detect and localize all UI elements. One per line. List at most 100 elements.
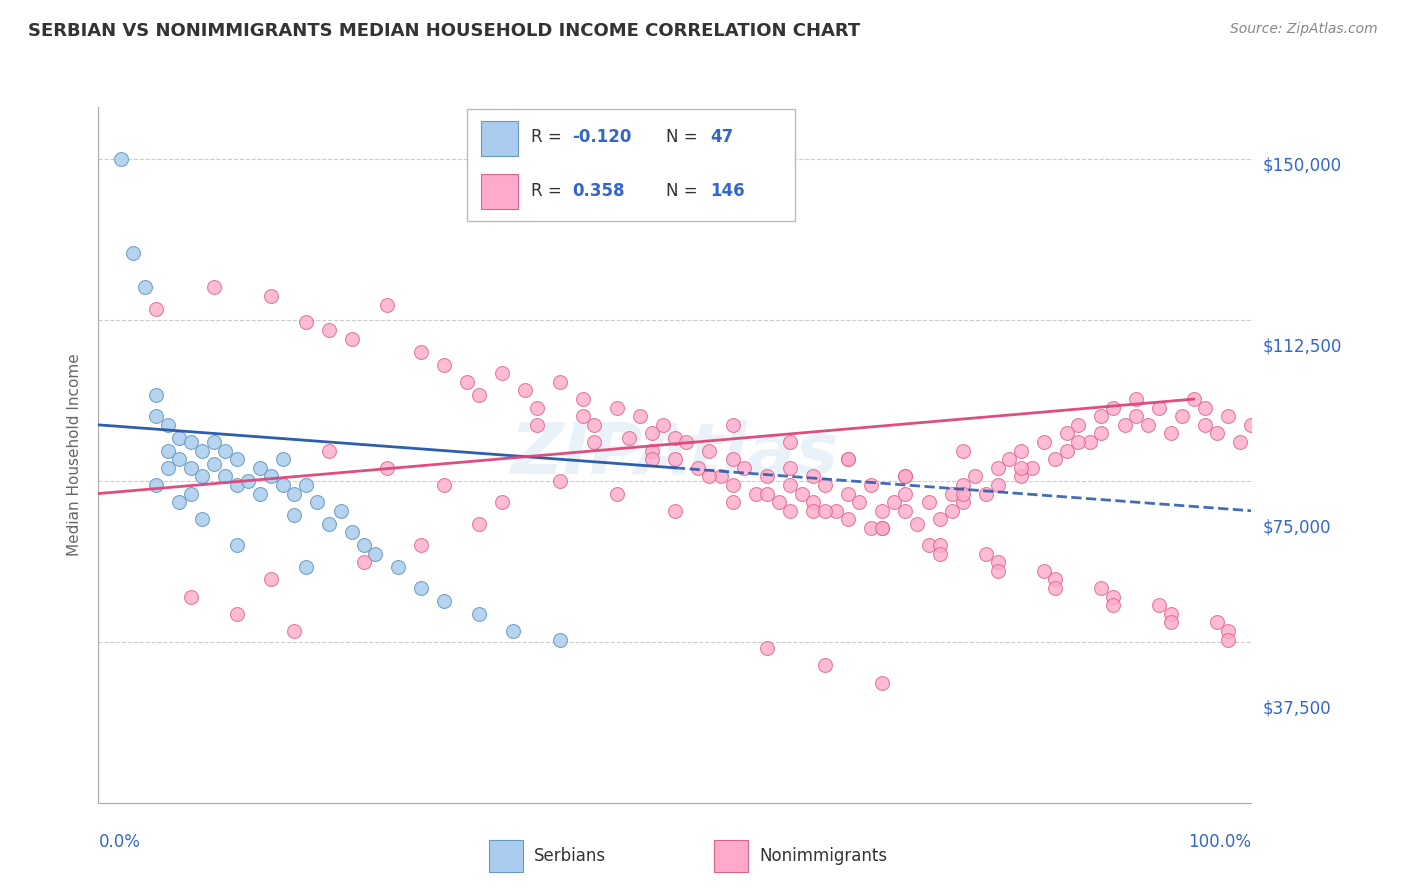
Point	[744, 486, 766, 500]
Point	[859, 521, 882, 535]
Point	[1194, 417, 1216, 432]
Point	[260, 289, 283, 303]
Point	[756, 486, 779, 500]
Point	[1182, 392, 1205, 406]
Point	[1160, 615, 1182, 630]
Point	[756, 469, 779, 483]
Point	[1125, 409, 1147, 424]
Point	[894, 486, 917, 500]
Point	[411, 344, 433, 359]
Point	[548, 474, 571, 488]
Point	[883, 495, 905, 509]
Point	[872, 521, 894, 535]
Text: N =: N =	[666, 128, 703, 146]
Point	[191, 469, 214, 483]
Point	[721, 452, 744, 467]
Point	[686, 460, 709, 475]
Point	[801, 504, 824, 518]
Point	[801, 469, 824, 483]
Point	[814, 504, 837, 518]
Point	[468, 516, 491, 531]
Point	[375, 460, 398, 475]
Point	[260, 573, 283, 587]
Text: R =: R =	[531, 128, 568, 146]
Point	[998, 452, 1021, 467]
Point	[1045, 581, 1067, 595]
Point	[1205, 426, 1227, 441]
Point	[859, 478, 882, 492]
Point	[295, 478, 318, 492]
Point	[433, 594, 456, 608]
Point	[664, 452, 686, 467]
Point	[699, 443, 721, 458]
Point	[318, 516, 340, 531]
Point	[1067, 435, 1090, 450]
Point	[641, 443, 664, 458]
Point	[526, 417, 548, 432]
Point	[387, 559, 409, 574]
Text: $112,500: $112,500	[1263, 337, 1341, 355]
Point	[952, 486, 974, 500]
Point	[987, 555, 1010, 569]
Point	[941, 504, 963, 518]
Point	[1218, 624, 1240, 638]
Point	[894, 469, 917, 483]
Point	[202, 280, 225, 294]
Point	[329, 504, 352, 518]
Point	[283, 508, 305, 522]
Point	[987, 460, 1010, 475]
Point	[202, 457, 225, 471]
Point	[318, 323, 340, 337]
Point	[191, 443, 214, 458]
Point	[340, 332, 363, 346]
Point	[721, 495, 744, 509]
Point	[249, 460, 271, 475]
Point	[375, 297, 398, 311]
Point	[710, 469, 733, 483]
Point	[307, 495, 329, 509]
Point	[1229, 435, 1251, 450]
Text: $75,000: $75,000	[1263, 518, 1331, 536]
Point	[1194, 401, 1216, 415]
Text: 100.0%: 100.0%	[1188, 833, 1251, 851]
Text: ZIPAtlas: ZIPAtlas	[510, 420, 839, 490]
Y-axis label: Median Household Income: Median Household Income	[67, 353, 83, 557]
Point	[411, 538, 433, 552]
Point	[225, 538, 247, 552]
Text: $150,000: $150,000	[1263, 156, 1341, 174]
Point	[987, 564, 1010, 578]
Text: -0.120: -0.120	[572, 128, 631, 146]
Point	[825, 504, 848, 518]
Point	[156, 460, 179, 475]
Text: 47: 47	[710, 128, 734, 146]
Point	[249, 486, 271, 500]
Point	[145, 301, 167, 316]
Text: R =: R =	[531, 182, 572, 200]
Text: 0.358: 0.358	[572, 182, 624, 200]
Point	[1032, 435, 1054, 450]
Point	[1102, 599, 1125, 613]
Point	[1147, 401, 1170, 415]
Point	[837, 452, 859, 467]
Point	[987, 478, 1010, 492]
Point	[872, 521, 894, 535]
Point	[1171, 409, 1194, 424]
Point	[628, 409, 651, 424]
Point	[1205, 615, 1227, 630]
Text: 0.0%: 0.0%	[98, 833, 141, 851]
Point	[353, 538, 375, 552]
Point	[1021, 460, 1043, 475]
FancyBboxPatch shape	[467, 110, 794, 220]
Text: 146: 146	[710, 182, 745, 200]
Text: $37,500: $37,500	[1263, 699, 1331, 717]
Point	[1218, 409, 1240, 424]
Point	[583, 417, 606, 432]
Point	[779, 478, 801, 492]
Point	[801, 495, 824, 509]
Point	[837, 512, 859, 526]
Point	[814, 658, 837, 673]
Point	[468, 388, 491, 402]
Point	[225, 607, 247, 621]
Point	[790, 486, 813, 500]
Point	[180, 460, 202, 475]
